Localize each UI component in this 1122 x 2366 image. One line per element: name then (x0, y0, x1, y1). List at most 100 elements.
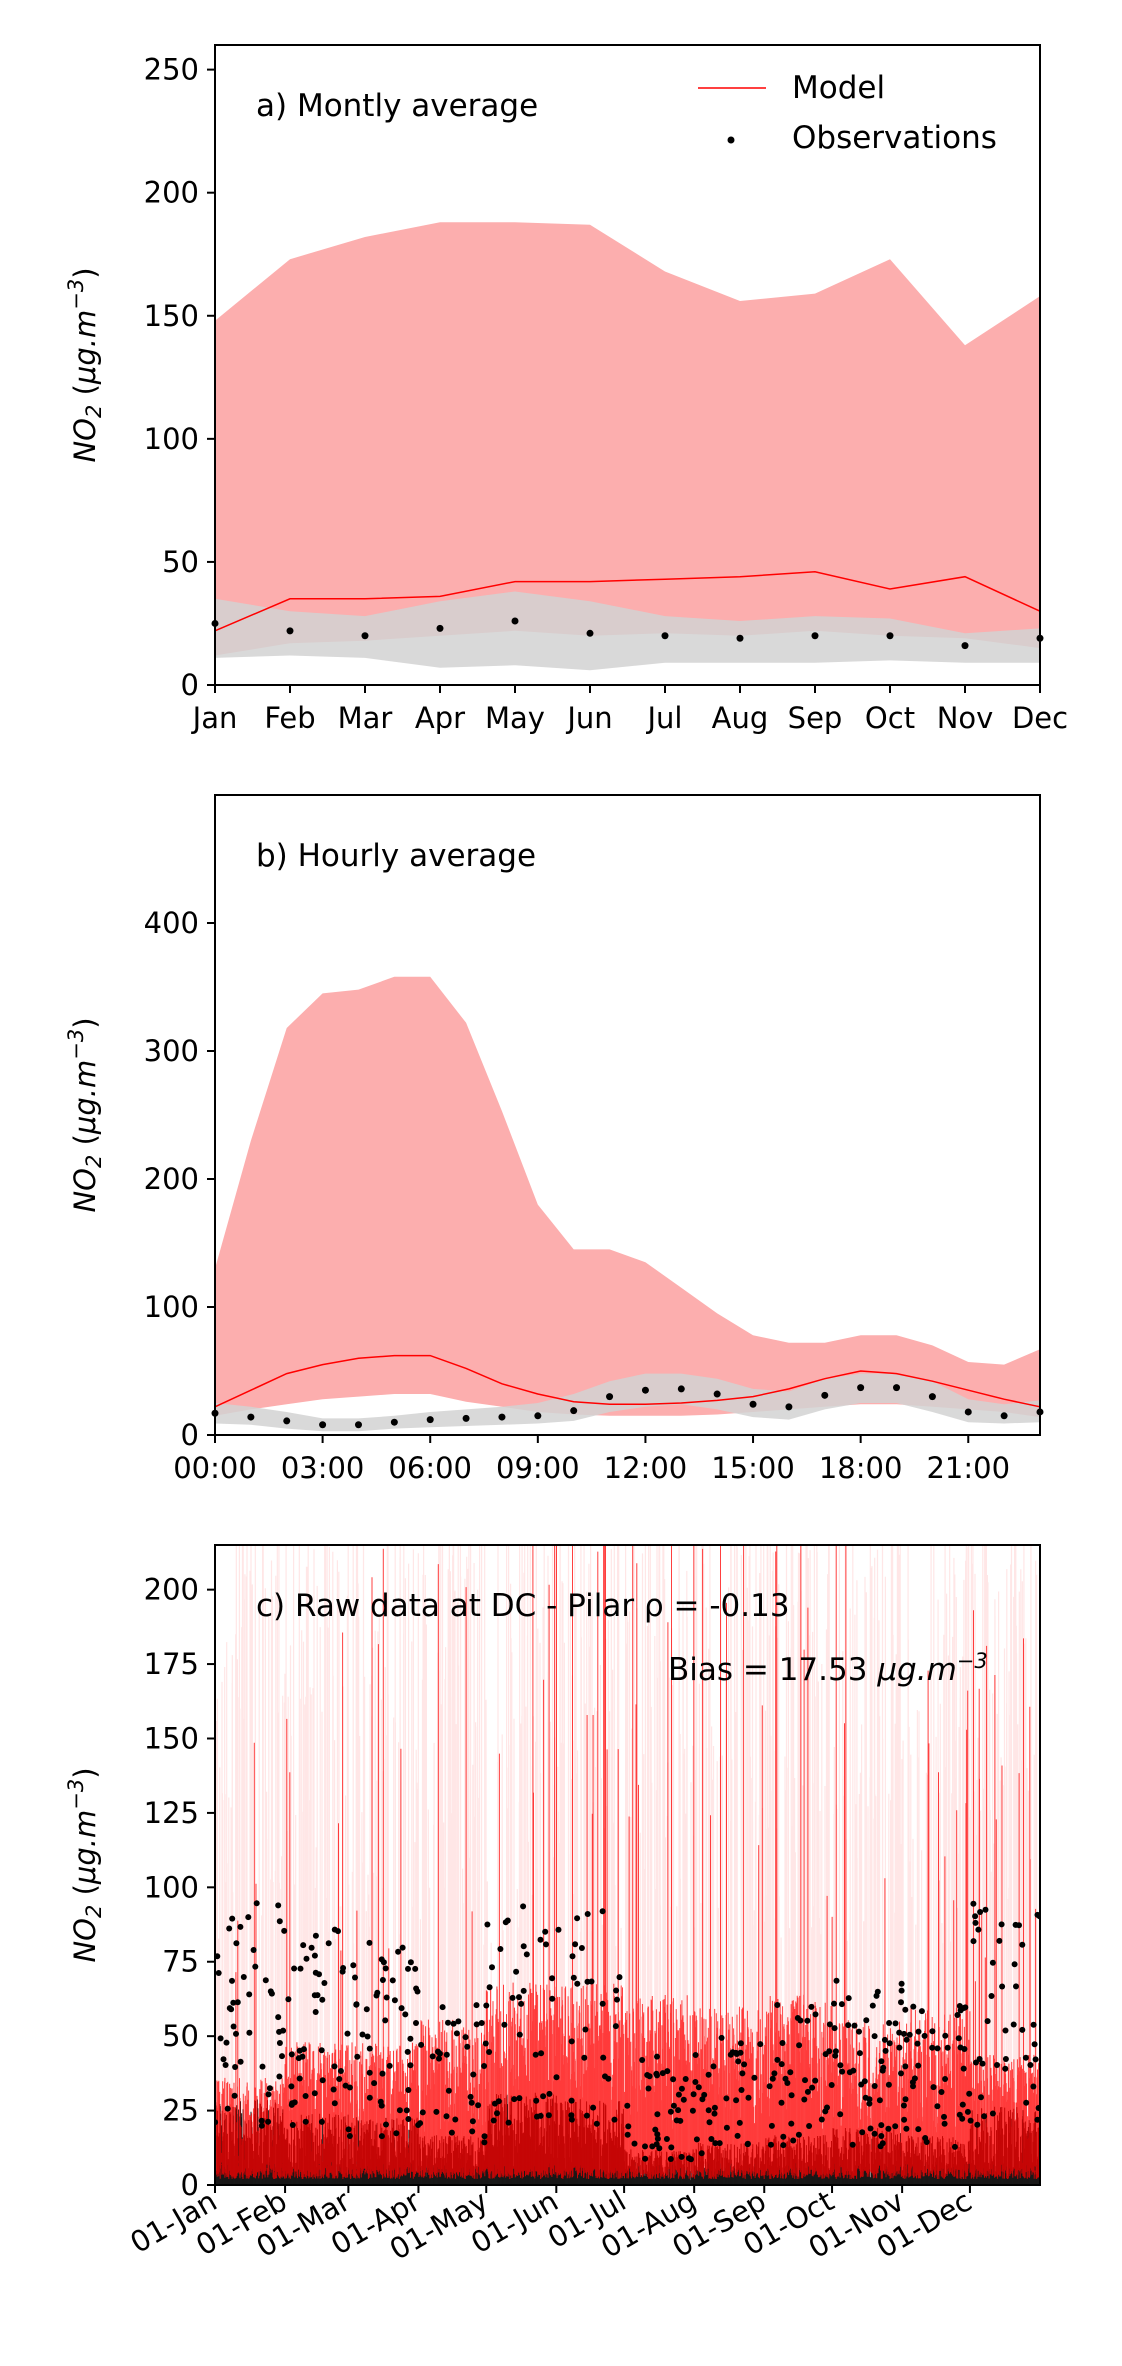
observation-point (498, 1413, 506, 1421)
observation-point (826, 2021, 833, 2028)
observation-point (708, 2136, 715, 2142)
y-tick-label: 100 (144, 1870, 199, 1904)
observation-point (336, 2076, 343, 2082)
observation-point (379, 1977, 386, 1983)
observation-point (811, 632, 819, 640)
observation-point (878, 2058, 885, 2065)
observation-point (345, 2126, 352, 2133)
x-axis: 01-Jan01-Feb01-Mar01-Apr01-May01-Jun01-J… (124, 2184, 977, 2267)
observation-point (405, 1965, 411, 1972)
observation-point (230, 1999, 237, 2006)
observation-point (377, 2098, 384, 2105)
observation-point (1035, 2105, 1040, 2111)
observation-point (951, 2143, 958, 2150)
observation-point (846, 2069, 853, 2076)
x-tick-label: Sep (788, 701, 843, 735)
observation-point (419, 2109, 426, 2116)
observation-point (711, 2110, 718, 2117)
observation-point (903, 2036, 910, 2043)
observation-point (977, 1909, 984, 1915)
observation-point (386, 2062, 393, 2069)
observation-point (483, 2002, 490, 2009)
observation-point (831, 2025, 838, 2032)
x-tick-label: Mar (338, 701, 393, 735)
observation-point (361, 632, 369, 640)
observation-point (518, 2000, 525, 2007)
observation-point (237, 1923, 244, 1930)
observation-point (1032, 2056, 1039, 2063)
observation-point (614, 1996, 620, 2003)
observation-point (893, 1384, 901, 1392)
observation-point (569, 1953, 576, 1960)
observation-point (989, 1959, 996, 1966)
observation-point (667, 2156, 674, 2162)
observation-point (654, 2131, 661, 2138)
observation-point (778, 2099, 785, 2106)
y-tick-label: 400 (144, 906, 199, 940)
observation-point (229, 1977, 235, 1984)
observation-point (766, 2083, 773, 2090)
observation-point (612, 2023, 619, 2030)
y-axis-label: NO2 (μg.m−3) (64, 267, 106, 462)
observation-point (994, 2062, 1000, 2068)
observation-point (718, 2034, 725, 2041)
x-tick-label: Nov (937, 701, 994, 735)
observation-point (768, 2122, 775, 2129)
observation-point (473, 2002, 480, 2009)
observation-point (259, 2063, 266, 2070)
observation-point (1027, 2062, 1034, 2068)
observation-point (712, 2140, 719, 2147)
observation-point (661, 632, 669, 640)
observation-point (232, 2064, 239, 2070)
observation-point (1019, 2026, 1026, 2033)
observation-point (812, 2011, 819, 2018)
observation-point (390, 1418, 398, 1426)
observation-point (1010, 2021, 1017, 2028)
observation-point (222, 2062, 229, 2068)
observation-point (495, 2098, 502, 2105)
observation-point (570, 1974, 577, 1981)
observation-point (389, 1977, 396, 1984)
observation-points (215, 1900, 1040, 2163)
observation-point (670, 2076, 677, 2083)
observation-point (413, 2020, 419, 2026)
observation-point (568, 2112, 575, 2119)
observation-point (744, 2141, 751, 2148)
observation-point (713, 1390, 721, 1398)
observation-point (359, 2031, 366, 2038)
observation-point (299, 2053, 306, 2060)
observation-point (501, 2021, 508, 2028)
y-tick-label: 300 (144, 1034, 199, 1068)
observation-point (801, 2096, 808, 2103)
observation-point (723, 2095, 730, 2102)
observation-point (247, 1413, 255, 1421)
observation-point (692, 2079, 699, 2085)
observation-point (944, 2044, 951, 2051)
legend: Model Observations (698, 70, 997, 156)
observation-point (779, 2040, 786, 2046)
observation-point (972, 1919, 979, 1926)
observation-point (570, 1407, 578, 1415)
observation-point (448, 2129, 455, 2136)
observation-point (988, 1993, 995, 1999)
observation-point (265, 2091, 272, 2098)
y-tick-label: 150 (144, 299, 199, 333)
observation-point (513, 1968, 520, 1975)
observation-point (716, 2140, 723, 2147)
observation-point (233, 2030, 239, 2037)
y-axis-label: NO2 (μg.m−3) (64, 1017, 106, 1212)
observation-point (735, 2058, 742, 2065)
observation-point (537, 1936, 544, 1943)
observation-point (468, 2099, 475, 2106)
observation-point (478, 2020, 485, 2026)
observation-point (1011, 1961, 1018, 1968)
y-tick-label: 250 (144, 53, 199, 87)
y-tick-label: 200 (144, 176, 199, 210)
observation-point (780, 2133, 787, 2140)
observation-point (354, 1421, 362, 1429)
observation-point (821, 1391, 829, 1399)
observation-point (898, 1980, 905, 1987)
observation-point (1002, 2056, 1009, 2062)
observation-point (832, 2048, 839, 2055)
observation-point (382, 2017, 389, 2024)
